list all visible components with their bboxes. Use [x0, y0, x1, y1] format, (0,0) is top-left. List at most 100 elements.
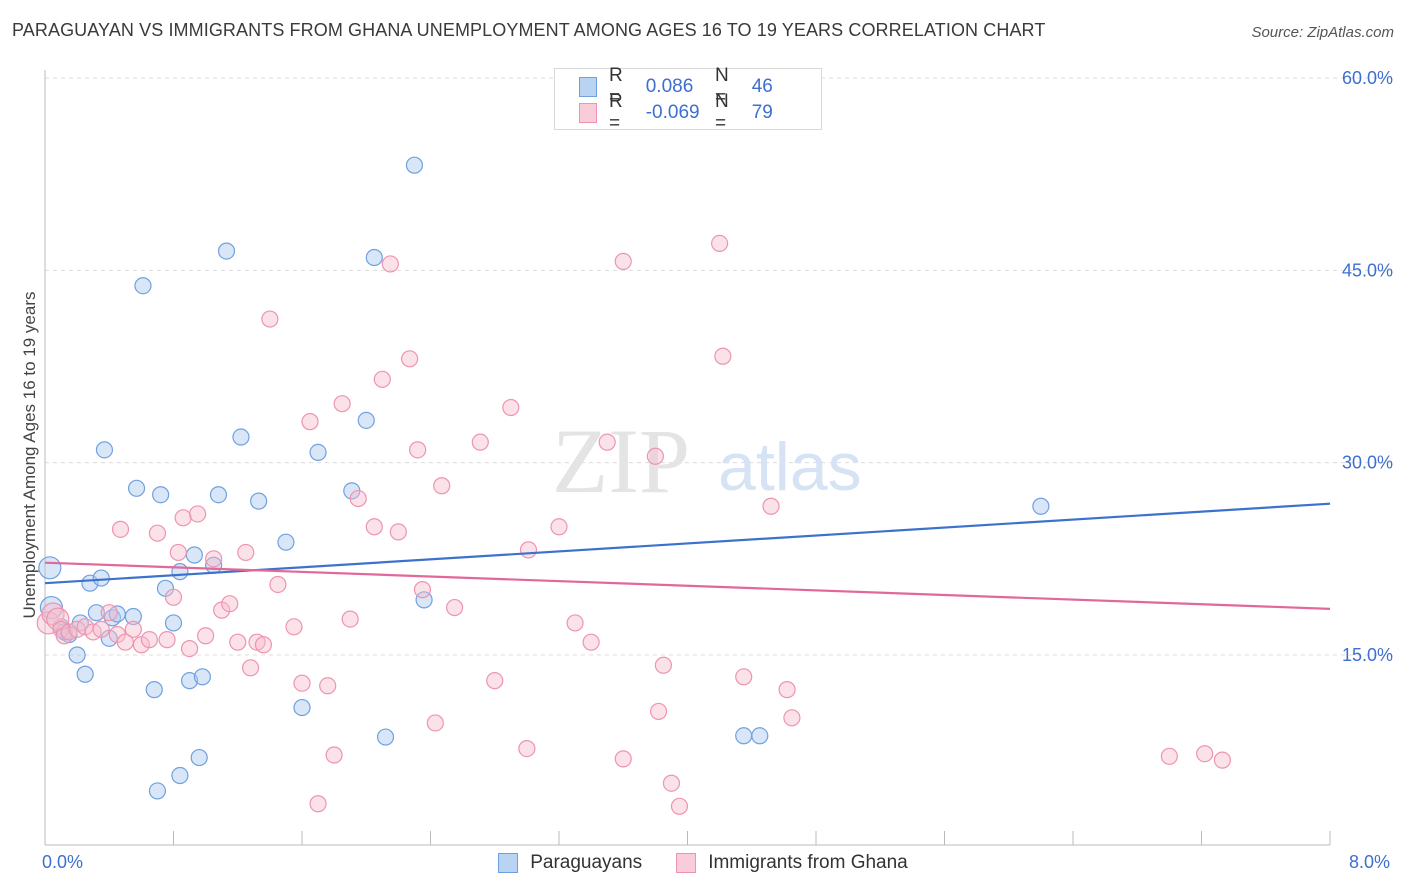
- x-tick-label-min: 0.0%: [42, 852, 84, 872]
- data-point: [433, 477, 451, 495]
- data-point: [124, 620, 142, 638]
- legend-swatch-ghana: [579, 103, 597, 123]
- legend-r-value: 0.086: [645, 76, 694, 97]
- data-point: [735, 727, 753, 745]
- data-point: [373, 370, 391, 388]
- data-point: [649, 702, 668, 721]
- y-tick-label: 60.0%: [1342, 68, 1393, 88]
- data-point: [1196, 745, 1214, 763]
- data-point: [662, 774, 681, 792]
- data-point: [180, 672, 199, 690]
- data-point: [140, 631, 159, 649]
- data-point: [127, 479, 146, 497]
- y-tick-label: 30.0%: [1342, 453, 1393, 473]
- data-point: [309, 443, 327, 462]
- legend-item-ghana: Immigrants from Ghana: [676, 852, 908, 874]
- data-point: [188, 505, 207, 523]
- data-point: [301, 413, 319, 431]
- legend-n-value: 46: [751, 76, 773, 97]
- data-point: [285, 618, 303, 636]
- legend-swatch-paraguayans: [498, 853, 519, 873]
- data-point: [486, 672, 504, 690]
- data-point: [349, 489, 367, 508]
- data-point: [426, 714, 444, 732]
- data-point: [502, 398, 520, 417]
- data-point: [261, 310, 279, 328]
- data-point: [325, 746, 343, 764]
- data-point: [389, 523, 407, 541]
- data-point: [401, 350, 419, 368]
- data-point: [68, 646, 86, 664]
- data-point: [365, 248, 383, 267]
- data-point: [614, 750, 632, 768]
- data-point: [413, 581, 432, 599]
- legend-r-label: R =: [608, 91, 623, 134]
- trend-line-paraguayans: [44, 502, 1331, 585]
- data-point: [333, 395, 351, 413]
- data-point: [171, 563, 189, 581]
- data-point: [221, 595, 239, 613]
- legend-swatch-paraguayans: [579, 77, 597, 97]
- data-point: [237, 543, 255, 562]
- data-point: [242, 659, 260, 677]
- data-point: [190, 748, 208, 767]
- data-point: [1032, 497, 1050, 515]
- data-point: [646, 447, 664, 465]
- data-point: [293, 698, 311, 717]
- data-point: [254, 636, 273, 654]
- data-point: [711, 234, 729, 253]
- legend-row-ghana: R = -0.069 N = 79: [579, 91, 821, 134]
- legend-row-paraguayans: R = 0.086 N = 46: [579, 65, 821, 108]
- x-tick-label-max: 8.0%: [1349, 852, 1391, 872]
- data-point: [778, 681, 796, 699]
- data-point: [124, 607, 142, 626]
- data-point: [95, 441, 114, 459]
- data-point: [169, 543, 187, 562]
- data-point: [92, 620, 110, 638]
- data-point: [92, 569, 110, 587]
- data-point: [783, 709, 801, 727]
- source-credit: Source: ZipAtlas.com: [1251, 24, 1394, 41]
- data-point: [171, 766, 189, 785]
- data-point: [471, 433, 489, 451]
- watermark-zip: ZIP: [552, 410, 690, 512]
- data-point: [164, 614, 183, 632]
- data-point: [341, 610, 359, 628]
- data-point: [550, 518, 568, 536]
- legend-n-value: 79: [751, 102, 773, 123]
- data-point: [180, 639, 199, 658]
- data-point: [566, 614, 584, 632]
- legend-r-value: -0.069: [645, 102, 700, 123]
- data-point: [111, 520, 130, 538]
- series-paraguayans: [38, 156, 1050, 800]
- correlation-legend: R = 0.086 N = 46 R = -0.069 N = 79: [554, 65, 822, 134]
- legend-label-ghana: Immigrants from Ghana: [708, 852, 908, 873]
- data-point: [445, 598, 464, 617]
- data-point: [357, 411, 375, 429]
- data-point: [205, 550, 223, 568]
- data-point: [614, 252, 632, 270]
- data-point: [319, 677, 337, 695]
- watermark-atlas: atlas: [718, 429, 862, 505]
- data-point: [174, 509, 192, 527]
- data-point: [365, 518, 383, 536]
- data-point: [229, 633, 247, 651]
- series-legend: Paraguayans Immigrants from Ghana: [0, 852, 1406, 874]
- data-point: [145, 681, 163, 699]
- data-point: [134, 277, 152, 295]
- data-point: [217, 242, 236, 260]
- y-tick-label: 45.0%: [1342, 260, 1393, 280]
- data-point: [293, 674, 311, 692]
- data-point: [197, 627, 215, 645]
- data-point: [193, 668, 212, 686]
- data-point: [376, 728, 395, 746]
- data-point: [670, 797, 689, 815]
- data-point: [100, 604, 118, 622]
- data-point: [277, 533, 295, 551]
- data-point: [582, 633, 600, 651]
- data-point: [519, 541, 538, 559]
- legend-n-label: N =: [714, 65, 729, 108]
- chart-title: PARAGUAYAN VS IMMIGRANTS FROM GHANA UNEM…: [12, 20, 1046, 40]
- legend-item-paraguayans: Paraguayans: [498, 852, 642, 874]
